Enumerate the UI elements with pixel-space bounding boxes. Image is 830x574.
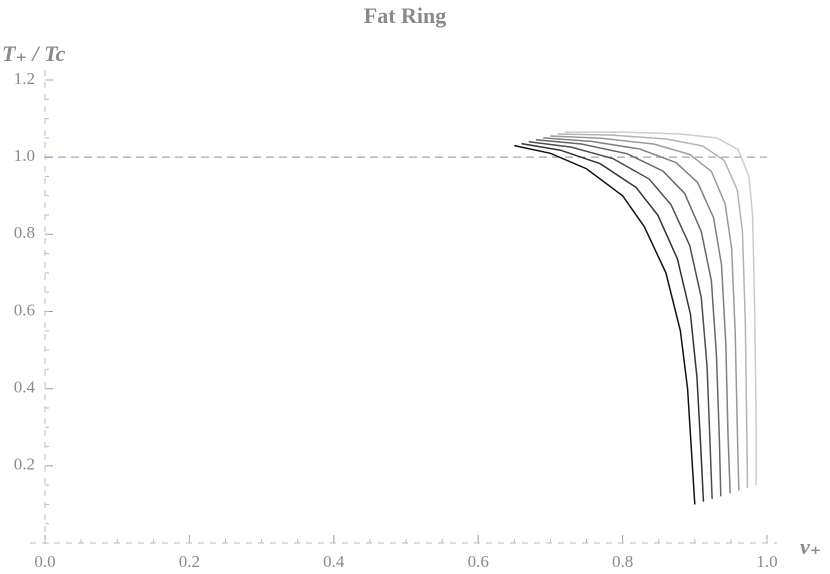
y-tick-label: 0.6 [14,300,35,319]
line-series [557,133,749,488]
y-tick-label: 0.4 [14,378,36,397]
y-axis-label: T₊ / Tc [2,41,66,66]
line-series [514,144,696,505]
x-tick-label: 0.2 [179,552,200,571]
chart-title: Fat Ring [364,3,447,28]
line-series [528,140,713,500]
y-tick-label: 1.0 [14,146,35,165]
x-tick-label: 0.8 [612,552,633,571]
line-series [535,139,722,497]
x-axis-label: v₊ [800,534,821,559]
line-series [543,137,731,494]
x-tick-label: 1.0 [756,552,777,571]
line-series [550,135,740,491]
x-tick-label: 0.0 [34,552,55,571]
x-tick-label: 0.4 [323,552,345,571]
y-tick-label: 0.2 [14,455,35,474]
line-series [521,142,705,502]
line-series [564,131,757,486]
y-tick-label: 1.2 [14,69,35,88]
y-tick-label: 0.8 [14,223,35,242]
x-tick-label: 0.6 [468,552,489,571]
